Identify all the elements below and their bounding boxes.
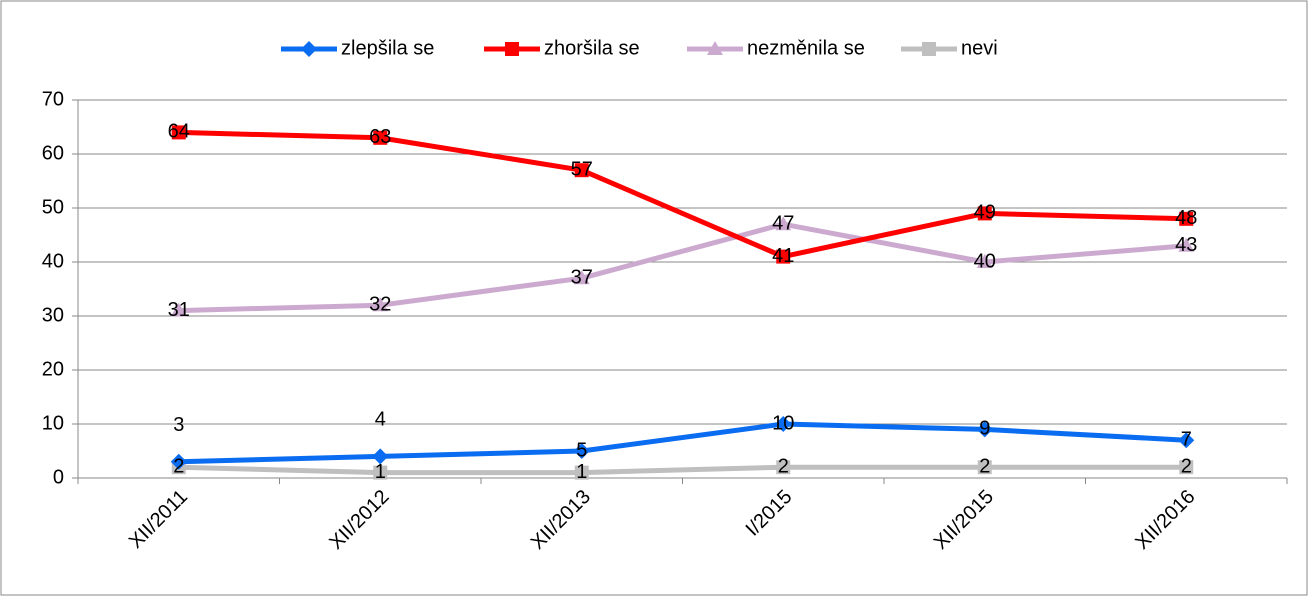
data-label: 32 (369, 293, 391, 315)
marker (372, 448, 389, 465)
legend-label: zlepšila se (341, 37, 434, 59)
marker (922, 42, 936, 56)
marker (170, 453, 187, 470)
marker (1179, 211, 1194, 226)
y-tick-label: 30 (42, 304, 64, 326)
marker (976, 421, 993, 438)
marker (1179, 460, 1194, 475)
data-label: 2 (979, 455, 990, 477)
marker (776, 249, 791, 264)
data-label: 9 (979, 418, 990, 440)
marker (707, 41, 723, 55)
marker (170, 302, 187, 317)
data-label: 40 (974, 250, 996, 272)
line (178, 221, 1187, 314)
marker (505, 42, 519, 56)
legend-label: nevi (961, 37, 998, 59)
data-label: 47 (772, 212, 794, 234)
y-tick-label: 10 (42, 412, 64, 434)
y-tick-label: 40 (42, 250, 64, 272)
data-label: 7 (1181, 428, 1192, 450)
series (171, 460, 1194, 480)
y-tick-label: 60 (42, 142, 64, 164)
legend: zlepšila se zhoršila se nezměnila se nevi (281, 37, 998, 59)
y-tick-label: 70 (42, 88, 64, 110)
data-label: 2 (778, 455, 789, 477)
data-label: 48 (1175, 207, 1197, 229)
data-label: 41 (772, 245, 794, 267)
marker (573, 443, 590, 459)
line (178, 421, 1187, 465)
data-label: 2 (173, 455, 184, 477)
line (178, 464, 1187, 476)
marker (775, 216, 792, 231)
data-label: 64 (168, 121, 190, 143)
marker (301, 41, 317, 57)
data-label: 4 (375, 409, 386, 431)
marker (977, 206, 992, 221)
marker (776, 460, 791, 475)
legend-label: zhoršila se (544, 37, 640, 59)
marker (373, 130, 388, 145)
line (178, 129, 1187, 260)
marker (976, 254, 993, 268)
series (170, 416, 1195, 470)
data-label: 2 (1181, 455, 1192, 477)
series (171, 125, 1194, 264)
y-tick-label: 0 (53, 466, 64, 488)
marker (977, 460, 992, 475)
y-tick-label: 50 (42, 196, 64, 218)
data-label: 63 (369, 126, 391, 148)
data-label: 10 (772, 412, 794, 434)
y-tick-label: 20 (42, 358, 64, 380)
series (170, 216, 1195, 317)
data-label: 57 (571, 158, 593, 180)
marker (1178, 432, 1195, 449)
marker (573, 270, 590, 285)
data-label: 37 (571, 266, 593, 288)
marker (574, 465, 589, 480)
marker (775, 416, 792, 432)
marker (372, 297, 389, 312)
data-label: 3 (173, 414, 184, 436)
data-label: 49 (974, 202, 996, 224)
legend-label: nezměnila se (747, 37, 865, 59)
data-label: 1 (375, 461, 386, 483)
marker (1178, 237, 1195, 252)
data-label: 5 (576, 439, 587, 461)
marker (373, 465, 388, 480)
marker (574, 163, 589, 178)
data-label: 31 (168, 299, 190, 321)
data-label: 1 (576, 461, 587, 483)
data-label: 43 (1175, 234, 1197, 256)
marker (171, 125, 186, 140)
